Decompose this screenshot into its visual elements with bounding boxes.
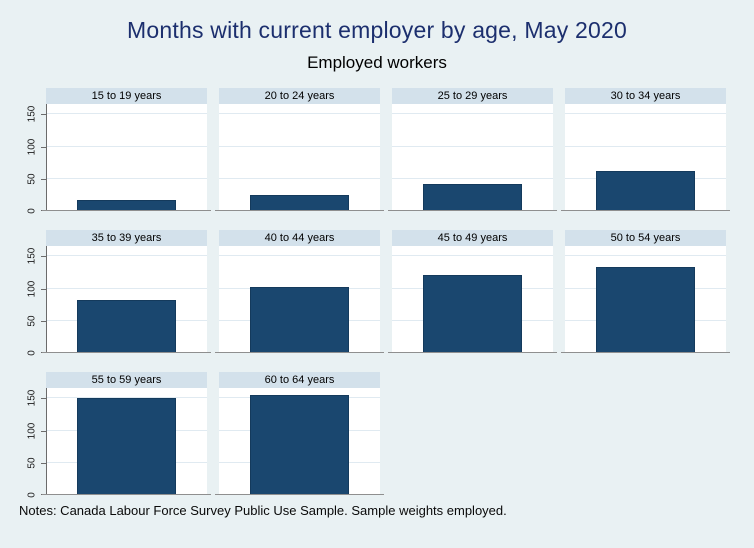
y-axis-line [46,104,47,211]
gridline-50 [46,177,207,179]
y-axis-label: 100 [26,280,38,297]
panel-60-to-64-years: 60 to 64 years [215,372,384,495]
y-axis-tick [41,320,46,322]
panel-plot-area [215,104,384,211]
bar-25-to-29-years [423,183,522,211]
bar-45-to-49-years [423,274,522,353]
y-axis-line [46,246,47,353]
panel-30-to-34-years: 30 to 34 years [561,88,730,211]
bar-30-to-34-years [596,170,695,211]
y-axis-label: 150 [26,389,38,407]
panel-header: 20 to 24 years [219,88,380,104]
y-axis-label: 0 [26,350,38,356]
y-axis-tick [41,114,46,116]
bar-55-to-59-years [77,397,176,495]
y-axis-label: 150 [26,105,38,123]
panels-grid: 15 to 19 years 0 50 100 150 20 to 24 years 25 … [27,88,730,498]
panel-plot-area [561,104,730,211]
panel-plot-area [561,246,730,353]
panel-plot-area [215,388,384,495]
panel-plot-area [388,246,557,353]
gridline-150 [46,397,207,399]
y-axis-label: 0 [26,492,38,498]
x-axis-line [42,210,211,211]
y-axis-tick [41,430,46,432]
gridline-150 [392,113,553,115]
gridline-150 [219,255,380,257]
x-axis-line [388,210,557,211]
panel-header: 30 to 34 years [565,88,726,104]
gridline-100 [46,287,207,289]
panel-header: 45 to 49 years [392,230,553,246]
panel-plot-area: 0 50 100 150 [27,246,211,356]
gridline-100 [565,145,726,147]
panel-35-to-39-years: 35 to 39 years 0 50 100 150 [27,230,211,356]
x-axis-line [215,352,384,353]
y-axis-label: 100 [26,422,38,439]
y-axis-tick [41,256,46,258]
panel-plot-area: 0 50 100 150 [27,104,211,214]
x-axis-line [215,210,384,211]
y-axis-tick [41,462,46,464]
gridline-150 [565,255,726,257]
gridline-150 [219,113,380,115]
bar-15-to-19-years [77,200,176,211]
y-axis-tick [41,288,46,290]
panel-25-to-29-years: 25 to 29 years [388,88,557,211]
y-axis-label: 50 [26,315,38,327]
panel-header: 40 to 44 years [219,230,380,246]
gridline-150 [392,255,553,257]
bar-20-to-24-years [250,195,349,211]
gridline-100 [392,145,553,147]
y-axis-label: 150 [26,247,38,265]
panel-header: 35 to 39 years [46,230,207,246]
panel-plot-area: 0 50 100 150 [27,388,211,498]
x-axis-line [388,352,557,353]
gridline-150 [46,255,207,257]
y-axis-label: 50 [26,173,38,185]
bar-60-to-64-years [250,394,349,495]
x-axis-line [42,494,211,495]
y-axis-label: 100 [26,138,38,155]
panel-20-to-24-years: 20 to 24 years [215,88,384,211]
x-axis-line [215,494,384,495]
x-axis-line [561,352,730,353]
panel-header: 55 to 59 years [46,372,207,388]
panel-plot-area [388,104,557,211]
chart-notes: Notes: Canada Labour Force Survey Public… [19,503,507,518]
x-axis-line [561,210,730,211]
y-axis-label: 0 [26,208,38,214]
panel-plot-area [215,246,384,353]
y-axis-label: 50 [26,457,38,469]
y-axis-tick [41,398,46,400]
panel-header: 50 to 54 years [565,230,726,246]
chart-title: Months with current employer by age, May… [127,17,627,43]
panel-45-to-49-years: 45 to 49 years [388,230,557,353]
y-axis-tick [41,178,46,180]
panel-header: 15 to 19 years [46,88,207,104]
gridline-100 [219,145,380,147]
y-axis-tick [41,146,46,148]
panel-40-to-44-years: 40 to 44 years [215,230,384,353]
bar-50-to-54-years [596,266,695,353]
panel-55-to-59-years: 55 to 59 years 0 50 100 150 [27,372,211,498]
bar-40-to-44-years [250,286,349,353]
gridline-100 [46,145,207,147]
gridline-150 [565,113,726,115]
bar-35-to-39-years [77,300,176,353]
panel-15-to-19-years: 15 to 19 years 0 50 100 150 [27,88,211,214]
panel-header: 25 to 29 years [392,88,553,104]
gridline-50 [219,177,380,179]
chart-subtitle: Employed workers [307,53,447,72]
y-axis-line [46,388,47,495]
gridline-150 [46,113,207,115]
panel-header: 60 to 64 years [219,372,380,388]
gridline-50 [392,177,553,179]
x-axis-line [42,352,211,353]
panel-50-to-54-years: 50 to 54 years [561,230,730,353]
